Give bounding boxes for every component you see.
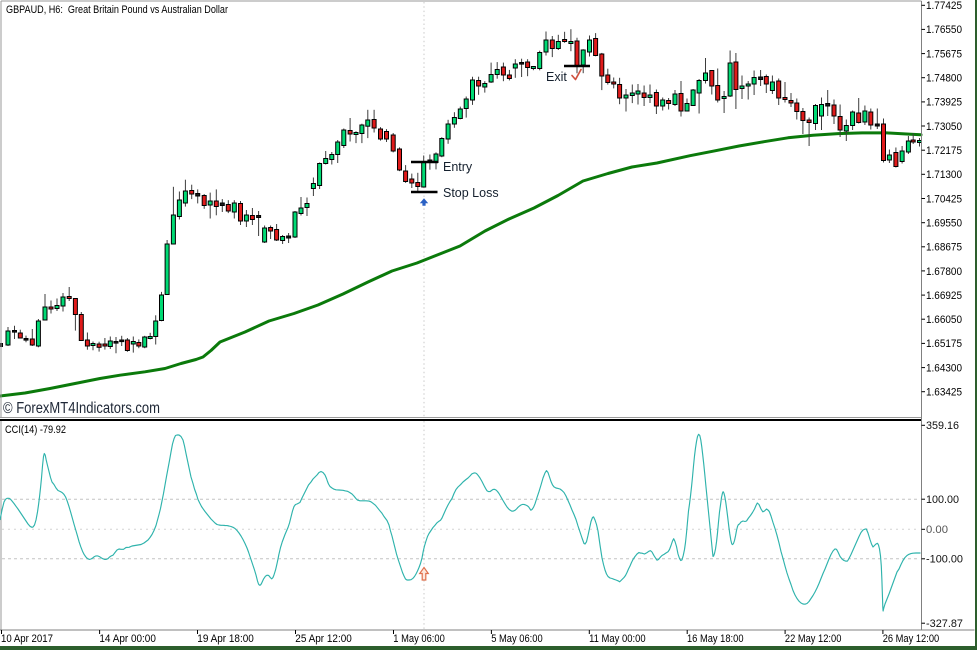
svg-text:1.72175: 1.72175 bbox=[926, 145, 962, 157]
svg-text:1.63425: 1.63425 bbox=[926, 387, 962, 399]
svg-text:0.00: 0.00 bbox=[926, 524, 948, 536]
svg-text:10 Apr 2017: 10 Apr 2017 bbox=[1, 633, 53, 645]
svg-text:1.66050: 1.66050 bbox=[926, 314, 962, 326]
svg-text:1.71300: 1.71300 bbox=[926, 169, 962, 181]
svg-text:1.75675: 1.75675 bbox=[926, 48, 962, 60]
svg-text:16 May 18:00: 16 May 18:00 bbox=[687, 633, 744, 645]
svg-text:25 Apr 12:00: 25 Apr 12:00 bbox=[295, 633, 352, 645]
svg-text:GBPAUD, H6: Great Britain Pou: GBPAUD, H6: Great Britain Pound vs Austr… bbox=[6, 4, 228, 16]
svg-text:1.76550: 1.76550 bbox=[926, 24, 962, 36]
svg-text:1.66925: 1.66925 bbox=[926, 290, 962, 302]
svg-text:1.73925: 1.73925 bbox=[926, 97, 962, 109]
svg-text:11 May 00:00: 11 May 00:00 bbox=[589, 633, 646, 645]
svg-text:-327.87: -327.87 bbox=[926, 618, 963, 630]
svg-text:22 May 12:00: 22 May 12:00 bbox=[785, 633, 842, 645]
svg-text:1.67800: 1.67800 bbox=[926, 266, 962, 278]
svg-text:5 May 06:00: 5 May 06:00 bbox=[491, 633, 543, 645]
svg-text:1.74800: 1.74800 bbox=[926, 73, 962, 85]
svg-text:1.69550: 1.69550 bbox=[926, 218, 962, 230]
svg-text:-100.00: -100.00 bbox=[926, 554, 963, 566]
svg-text:© ForexMT4Indicators.com: © ForexMT4Indicators.com bbox=[3, 400, 160, 417]
svg-text:Stop Loss: Stop Loss bbox=[443, 186, 499, 200]
svg-text:19 Apr 18:00: 19 Apr 18:00 bbox=[197, 633, 254, 645]
svg-text:1.65175: 1.65175 bbox=[926, 338, 962, 350]
svg-text:100.00: 100.00 bbox=[926, 494, 959, 506]
svg-text:359.16: 359.16 bbox=[926, 420, 959, 432]
svg-text:26 May 12:00: 26 May 12:00 bbox=[883, 633, 940, 645]
svg-text:14 Apr 00:00: 14 Apr 00:00 bbox=[99, 633, 155, 645]
svg-text:1.68675: 1.68675 bbox=[926, 242, 962, 254]
svg-text:1.73050: 1.73050 bbox=[926, 121, 962, 133]
svg-text:Entry: Entry bbox=[443, 160, 473, 174]
svg-text:Exit: Exit bbox=[546, 70, 567, 84]
svg-text:1 May 06:00: 1 May 06:00 bbox=[393, 633, 445, 645]
svg-text:1.64300: 1.64300 bbox=[926, 362, 962, 374]
svg-text:1.70425: 1.70425 bbox=[926, 193, 962, 205]
svg-text:1.77425: 1.77425 bbox=[926, 0, 962, 12]
svg-text:CCI(14) -79.92: CCI(14) -79.92 bbox=[5, 424, 66, 436]
